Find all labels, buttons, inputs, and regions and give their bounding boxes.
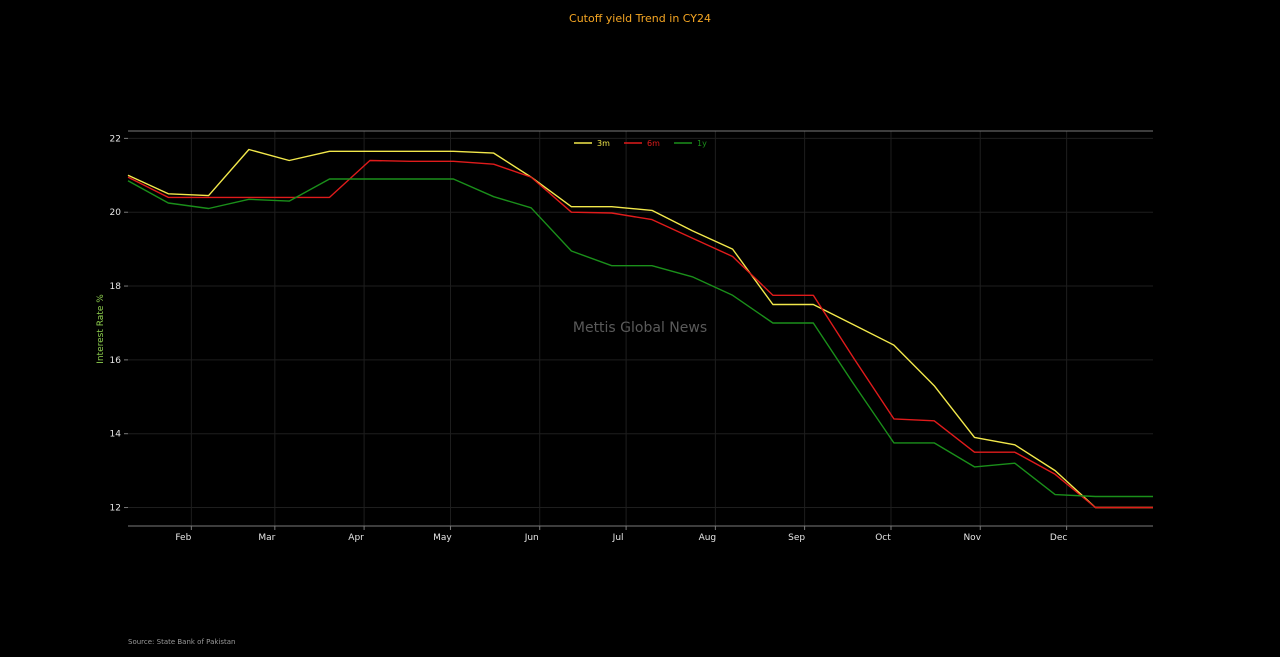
- x-tick-label: Feb: [175, 533, 191, 543]
- x-tick-label: Jun: [524, 533, 539, 543]
- series-line-3m: [127, 148, 1153, 509]
- source-note: Source: State Bank of Pakistan: [128, 638, 235, 646]
- legend: 3m 6m 1y: [574, 139, 707, 148]
- x-tick-label: Jul: [612, 533, 624, 543]
- series-layer: [127, 148, 1153, 509]
- y-tick-label: 18: [110, 282, 122, 292]
- watermark: Mettis Global News: [573, 320, 707, 336]
- y-tick-label: 20: [110, 208, 122, 218]
- y-axis-label: Interest Rate %: [96, 294, 106, 364]
- grid-layer: [128, 131, 1153, 526]
- chart-title: Cutoff yield Trend in CY24: [569, 12, 711, 25]
- axes-layer: 12 14 16 18 20 22 Feb Mar Apr May Jun Jul Aug Sep Oct N…: [110, 130, 1153, 543]
- legend-label-3m: 3m: [597, 139, 610, 148]
- legend-label-6m: 6m: [647, 139, 660, 148]
- x-tick-label: Nov: [963, 533, 981, 543]
- x-tick-label: Apr: [348, 533, 364, 543]
- y-tick-label: 22: [110, 134, 121, 144]
- x-tick-label: Sep: [788, 533, 805, 543]
- x-tick-label: Dec: [1050, 533, 1067, 543]
- x-tick-label: Oct: [875, 533, 891, 543]
- y-tick-label: 14: [110, 430, 122, 440]
- x-tick-label: Aug: [699, 533, 717, 543]
- legend-label-1y: 1y: [697, 139, 707, 148]
- x-tick-label: May: [433, 533, 452, 543]
- x-tick-label: Mar: [258, 533, 275, 543]
- y-tick-label: 16: [110, 356, 122, 366]
- y-tick-label: 12: [110, 504, 121, 514]
- series-line-1y: [127, 178, 1153, 498]
